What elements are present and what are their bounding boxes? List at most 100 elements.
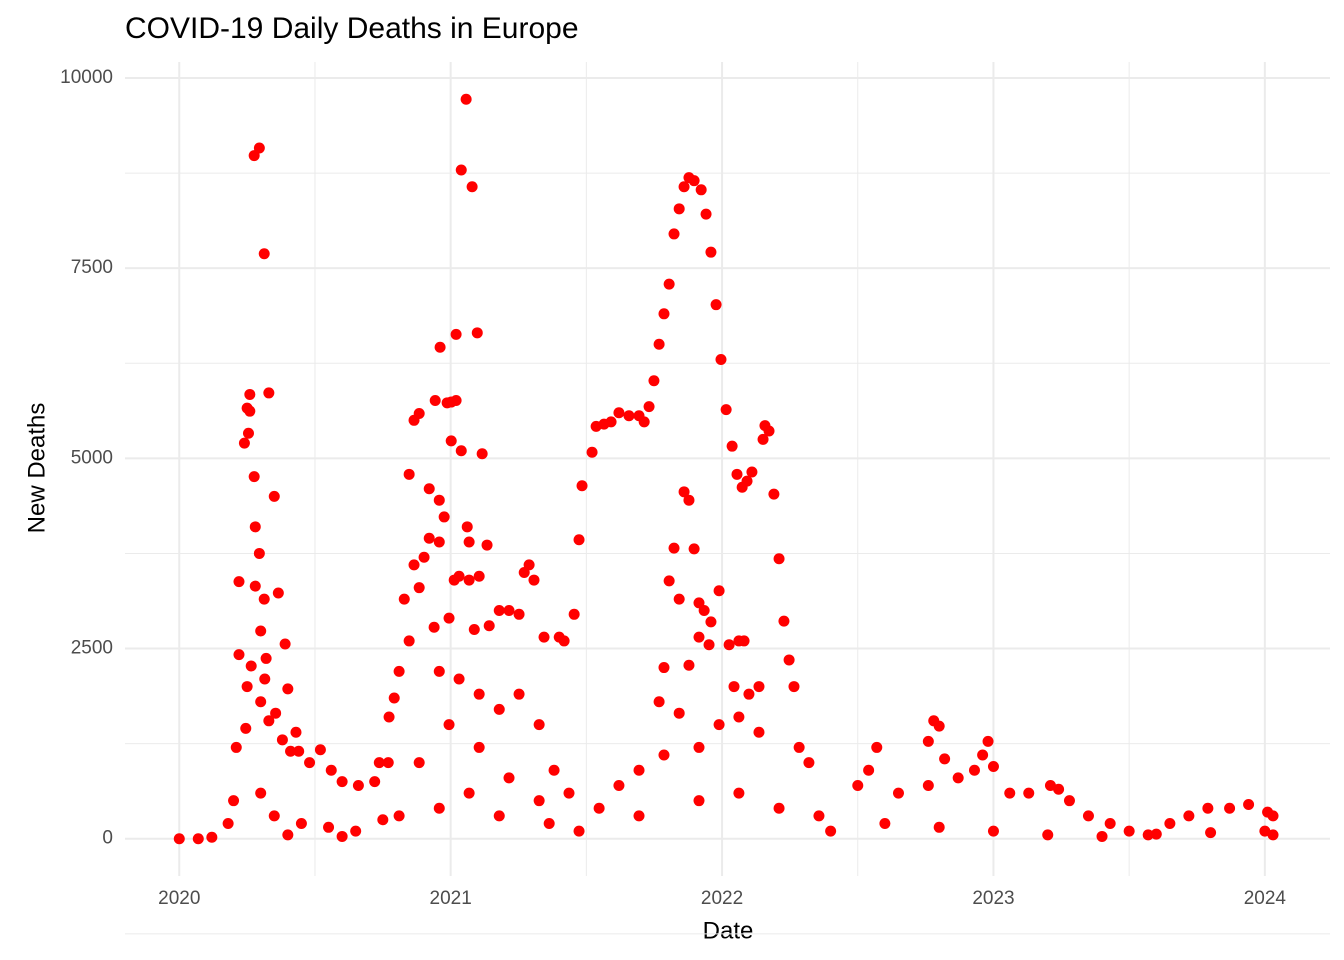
point xyxy=(413,582,425,594)
point xyxy=(658,749,670,761)
point xyxy=(1202,802,1214,814)
point xyxy=(576,480,588,492)
point xyxy=(710,299,722,311)
point xyxy=(528,574,540,586)
point xyxy=(733,787,745,799)
point xyxy=(586,446,598,458)
point xyxy=(493,604,505,616)
point xyxy=(468,624,480,636)
point xyxy=(493,703,505,715)
point xyxy=(325,764,337,776)
point xyxy=(350,825,362,837)
point xyxy=(1096,830,1108,842)
point xyxy=(304,757,316,769)
point xyxy=(476,448,488,460)
point xyxy=(228,795,240,807)
point xyxy=(336,776,348,788)
grid xyxy=(125,62,1330,935)
point xyxy=(460,93,472,105)
point xyxy=(952,772,964,784)
point xyxy=(481,539,493,551)
point xyxy=(982,735,994,747)
point xyxy=(373,757,385,769)
point xyxy=(688,175,700,187)
point xyxy=(282,829,294,841)
y-tick-label: 0 xyxy=(102,828,113,849)
point xyxy=(314,744,326,756)
point xyxy=(233,649,245,661)
x-tick-label: 2020 xyxy=(158,888,200,909)
point xyxy=(753,681,765,693)
point xyxy=(922,735,934,747)
point xyxy=(678,181,690,193)
y-tick-label: 2500 xyxy=(71,638,113,659)
point xyxy=(1023,787,1035,799)
point xyxy=(788,681,800,693)
point xyxy=(413,407,425,419)
point xyxy=(238,437,250,449)
point xyxy=(263,715,275,727)
point xyxy=(1042,829,1054,841)
point xyxy=(688,543,700,555)
x-tick-label: 2021 xyxy=(430,888,472,909)
point xyxy=(523,559,535,571)
y-tick-label: 7500 xyxy=(71,257,113,278)
point xyxy=(290,726,302,738)
point xyxy=(433,665,445,677)
point xyxy=(323,821,335,833)
y-axis-label: New Deaths xyxy=(23,403,50,534)
point xyxy=(483,620,495,632)
point xyxy=(633,810,645,822)
point xyxy=(248,471,260,483)
x-tick-label: 2023 xyxy=(972,888,1014,909)
point xyxy=(418,551,430,563)
point xyxy=(352,779,364,791)
point xyxy=(573,825,585,837)
point xyxy=(1123,825,1135,837)
point xyxy=(503,772,515,784)
point xyxy=(455,164,467,176)
x-tick-label: 2022 xyxy=(701,888,743,909)
point xyxy=(683,494,695,506)
point xyxy=(244,388,256,400)
point xyxy=(450,395,462,407)
point xyxy=(773,802,785,814)
point xyxy=(463,574,475,586)
point xyxy=(703,639,715,651)
point xyxy=(242,427,254,439)
point xyxy=(192,833,204,845)
point xyxy=(423,483,435,495)
point xyxy=(388,692,400,704)
point xyxy=(623,410,635,422)
point xyxy=(382,757,394,769)
point xyxy=(593,802,605,814)
point xyxy=(463,787,475,799)
point xyxy=(731,468,743,480)
point xyxy=(453,570,465,582)
point xyxy=(648,375,660,387)
point xyxy=(643,401,655,413)
point xyxy=(705,616,717,628)
point xyxy=(1004,787,1016,799)
point xyxy=(693,631,705,643)
point xyxy=(977,749,989,761)
point xyxy=(455,445,467,457)
point xyxy=(720,404,732,416)
point xyxy=(295,818,307,830)
point xyxy=(871,741,883,753)
point xyxy=(933,720,945,732)
point xyxy=(253,142,265,154)
point xyxy=(658,662,670,674)
point xyxy=(968,764,980,776)
point xyxy=(1164,818,1176,830)
point xyxy=(700,208,712,220)
point xyxy=(408,559,420,571)
x-tick-label: 2024 xyxy=(1244,888,1287,909)
point xyxy=(693,795,705,807)
point xyxy=(1205,827,1217,839)
point xyxy=(852,779,864,791)
point xyxy=(222,818,234,830)
point xyxy=(715,353,727,365)
chart-title: COVID-19 Daily Deaths in Europe xyxy=(125,12,579,45)
